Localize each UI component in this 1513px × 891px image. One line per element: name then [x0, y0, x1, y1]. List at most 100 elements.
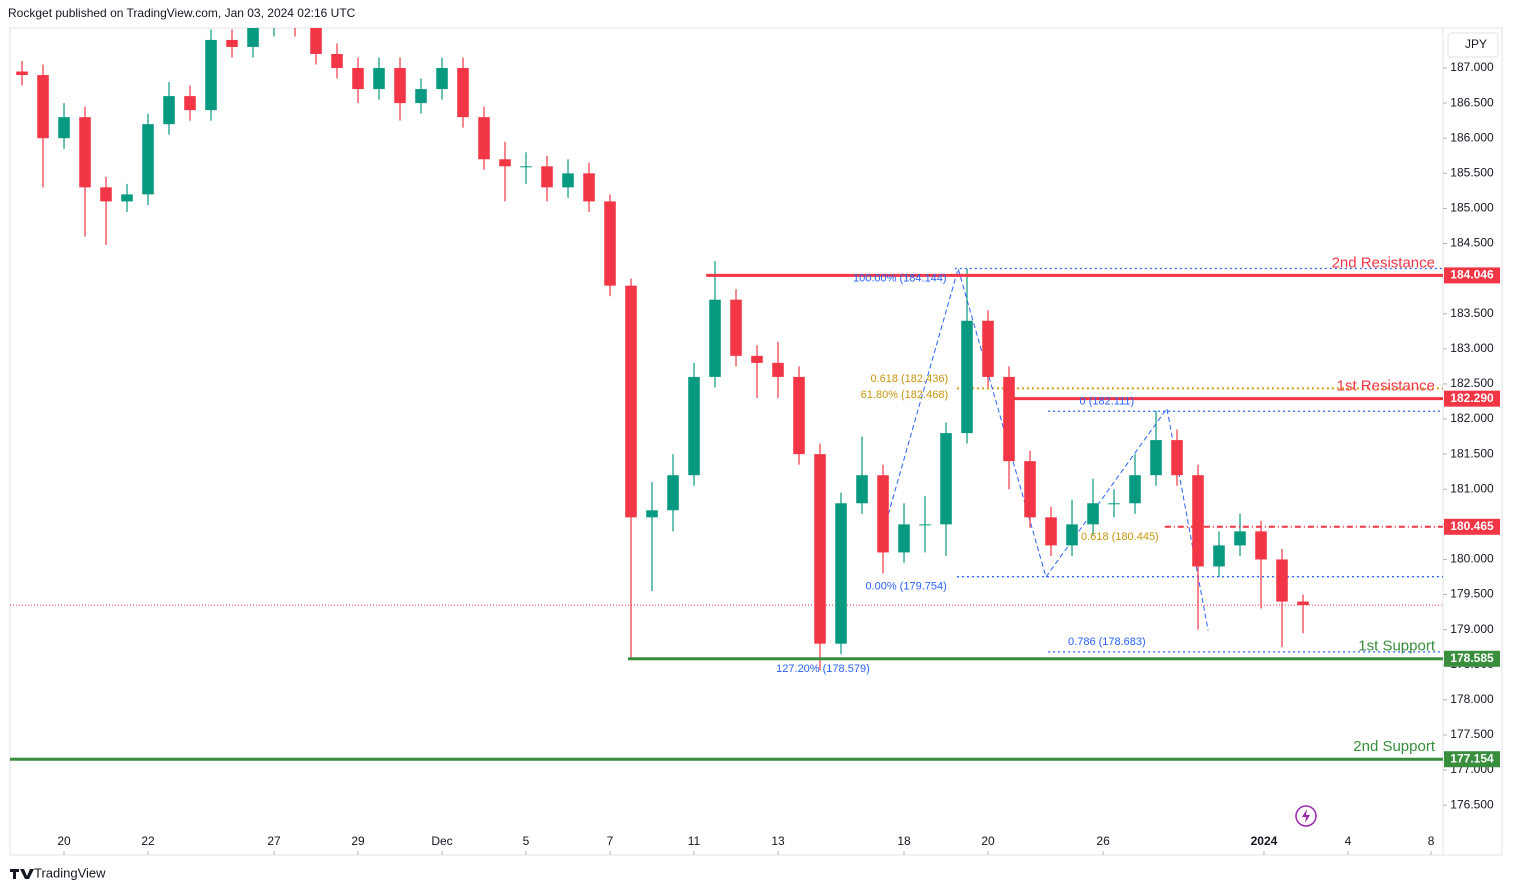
candle-body [1024, 461, 1036, 518]
fib-annotation: 0.618 (180.445) [1081, 531, 1159, 543]
plot-area: 100.00% (184.144) 0.618 (182.436) 61.80% (… [10, 28, 1443, 761]
fib-annotation: 0.618 (182.436) [870, 373, 948, 385]
candle-body [247, 28, 259, 47]
x-tick-label: 7 [607, 834, 614, 848]
candle-body [583, 173, 595, 202]
level-name: 2nd Support [1353, 738, 1436, 755]
x-tick-label: 22 [141, 834, 155, 848]
candle-body [814, 454, 826, 644]
candle-body [1108, 503, 1120, 505]
candle-body [709, 299, 721, 377]
x-tick-label: 29 [351, 834, 365, 848]
candle-body [478, 117, 490, 160]
candle-body [1087, 503, 1099, 525]
candle-body [415, 89, 427, 104]
level-name: 2nd Resistance [1332, 254, 1435, 271]
candle-body [667, 475, 679, 511]
candle-body [58, 117, 70, 139]
candle-body [1066, 524, 1078, 546]
y-tick-label: 183.500 [1450, 306, 1494, 320]
candle-body [352, 68, 364, 90]
candle-body [37, 75, 49, 139]
fib-annotation: 100.00% (184.144) [853, 273, 947, 285]
fib-annotation: 0.786 (178.683) [1068, 636, 1146, 648]
level-price-box [1444, 390, 1500, 407]
candle-body [898, 524, 910, 553]
candle-body [625, 285, 637, 518]
currency-box[interactable] [1447, 32, 1499, 58]
level-price-label: 182.290 [1450, 391, 1494, 405]
currency-label: JPY [1465, 37, 1487, 51]
candle-body [835, 503, 847, 644]
candle-body [793, 376, 805, 455]
candle-body [751, 355, 763, 363]
candle-body [1234, 531, 1246, 546]
x-tick-label: Dec [431, 834, 452, 848]
level-name: 1st Support [1358, 638, 1436, 655]
candle-body [1255, 531, 1267, 560]
level-price-label: 177.154 [1450, 751, 1494, 765]
candle-body [961, 320, 973, 434]
candle-body [163, 96, 175, 125]
candle-body [646, 510, 658, 518]
x-tick-label: 2024 [1251, 834, 1278, 848]
candle-body [877, 475, 889, 553]
candle-body [1150, 440, 1162, 476]
y-tick-label: 178.000 [1450, 692, 1494, 706]
candle-body [79, 117, 91, 188]
candle-body [457, 68, 469, 118]
candle-body [121, 194, 133, 202]
y-tick-label: 182.500 [1450, 376, 1494, 390]
level-name: 1st Resistance [1337, 378, 1435, 395]
level-price-box [1444, 518, 1500, 535]
candle-body [1171, 440, 1183, 476]
y-tick-label: 183.000 [1450, 341, 1494, 355]
candle-body [562, 173, 574, 188]
candle-body [100, 187, 112, 202]
candle-body [982, 320, 994, 377]
x-tick-label: 20 [981, 834, 995, 848]
x-tick-label: 27 [267, 834, 281, 848]
y-tick-label: 186.500 [1450, 95, 1494, 109]
harmonic-pattern [883, 266, 1209, 631]
candle-body [184, 96, 196, 111]
level-price-label: 178.585 [1450, 651, 1494, 665]
level-price-box [1444, 751, 1500, 768]
y-tick-label: 181.500 [1450, 446, 1494, 460]
event-bolt [1302, 809, 1310, 823]
y-tick-label: 185.500 [1450, 165, 1494, 179]
candle-body [142, 124, 154, 195]
y-tick-label: 187.000 [1450, 60, 1494, 74]
y-tick-label: 177.500 [1450, 727, 1494, 741]
level-price-label: 184.046 [1450, 268, 1494, 282]
y-tick-label: 182.000 [1450, 411, 1494, 425]
y-tick-label: 176.500 [1450, 797, 1494, 811]
candle-body [730, 299, 742, 356]
x-tick-label: 18 [897, 834, 911, 848]
chart-frame [9, 27, 1503, 856]
candle-body [436, 68, 448, 90]
candle-body [1276, 559, 1288, 602]
candle-body [1213, 545, 1225, 567]
candle-body [205, 39, 217, 111]
fib-annotation: 0.00% (179.754) [865, 581, 946, 593]
y-tick-label: 179.000 [1450, 622, 1494, 636]
candle-body [499, 159, 511, 167]
candle-body [1129, 475, 1141, 504]
publisher-header: Rockget published on TradingView.com, Ja… [8, 6, 356, 20]
level-price-box [1444, 650, 1500, 667]
candle-body [394, 68, 406, 104]
y-tick-label: 179.500 [1450, 587, 1494, 601]
candle-body [1045, 517, 1057, 546]
y-tick-label: 185.000 [1450, 201, 1494, 215]
footer-brand: TradingView [34, 865, 106, 880]
candle-body [541, 166, 553, 188]
candle-body [688, 376, 700, 476]
level-price-label: 180.465 [1450, 519, 1494, 533]
x-tick-label: 13 [771, 834, 785, 848]
candle-body [373, 68, 385, 90]
x-tick-label: 20 [57, 834, 71, 848]
candle-body [772, 362, 784, 377]
y-tick-label: 180.000 [1450, 552, 1494, 566]
